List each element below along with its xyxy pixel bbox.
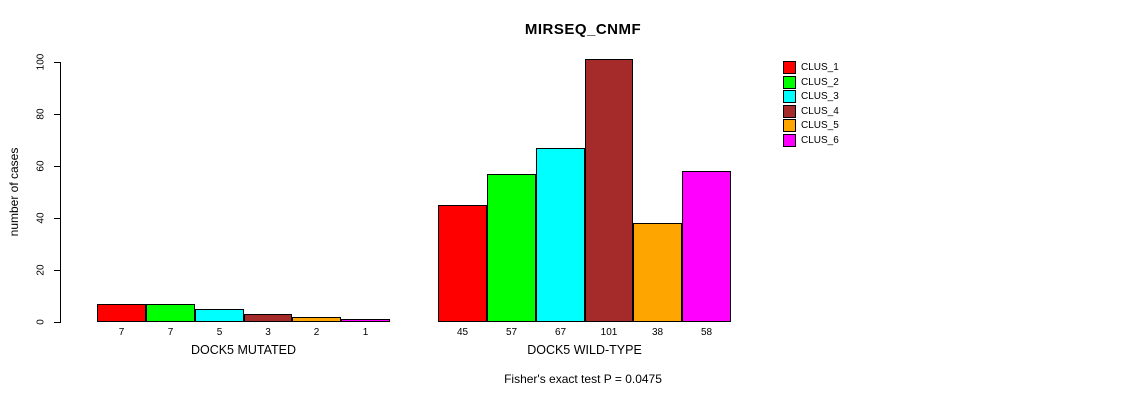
legend-swatch-icon	[783, 76, 796, 89]
legend-swatch-icon	[783, 134, 796, 147]
group-label-mutated: DOCK5 MUTATED	[190, 343, 297, 357]
bar-clus_2	[146, 304, 195, 322]
bar-clus_4	[585, 59, 633, 322]
bar-clus_6	[682, 171, 731, 322]
legend-label: CLUS_2	[801, 77, 839, 88]
y-tick-label: 60	[35, 160, 47, 172]
bar-value-label: 67	[554, 327, 567, 338]
bar-value-label: 2	[313, 327, 320, 338]
legend-label: CLUS_5	[801, 120, 839, 131]
fisher-test-note: Fisher's exact test P = 0.0475	[504, 372, 662, 386]
y-tick-mark	[54, 62, 60, 63]
bar-clus_4	[244, 314, 292, 322]
bar-clus_3	[195, 309, 244, 322]
bar-clus_5	[292, 317, 341, 322]
chart-title: MIRSEQ_CNMF	[524, 21, 642, 38]
y-tick-mark	[54, 322, 60, 323]
legend-label: CLUS_1	[801, 62, 839, 73]
y-tick-label: 40	[35, 212, 47, 224]
y-axis-line	[60, 62, 61, 323]
legend-label: CLUS_4	[801, 106, 839, 117]
legend-swatch-icon	[783, 61, 796, 74]
legend-label: CLUS_6	[801, 135, 839, 146]
y-tick-mark	[54, 218, 60, 219]
bar-value-label: 7	[167, 327, 174, 338]
bar-clus_1	[97, 304, 146, 322]
y-tick-mark	[54, 166, 60, 167]
bar-value-label: 38	[651, 327, 664, 338]
y-tick-label: 80	[35, 108, 47, 120]
bar-value-label: 1	[362, 327, 369, 338]
bar-value-label: 45	[456, 327, 469, 338]
y-tick-label: 100	[35, 53, 47, 71]
bar-clus_5	[633, 223, 682, 322]
y-tick-mark	[54, 270, 60, 271]
bar-value-label: 5	[216, 327, 223, 338]
bar-value-label: 58	[700, 327, 713, 338]
legend-swatch-icon	[783, 105, 796, 118]
legend-swatch-icon	[783, 90, 796, 103]
bar-value-label: 3	[265, 327, 271, 338]
bar-clus_6	[341, 319, 390, 322]
group-label-wildtype: DOCK5 WILD-TYPE	[527, 343, 642, 357]
legend-swatch-icon	[783, 119, 796, 132]
bar-clus_1	[438, 205, 487, 322]
bar-clus_2	[487, 174, 536, 322]
y-tick-label: 0	[35, 319, 47, 325]
legend-label: CLUS_3	[801, 91, 839, 102]
y-axis-title: number of cases	[7, 147, 21, 237]
bar-value-label: 7	[118, 327, 125, 338]
y-tick-label: 20	[35, 264, 47, 276]
bar-value-label: 57	[505, 327, 518, 338]
y-tick-mark	[54, 114, 60, 115]
bar-clus_3	[536, 148, 585, 322]
bar-value-label: 101	[600, 327, 618, 338]
